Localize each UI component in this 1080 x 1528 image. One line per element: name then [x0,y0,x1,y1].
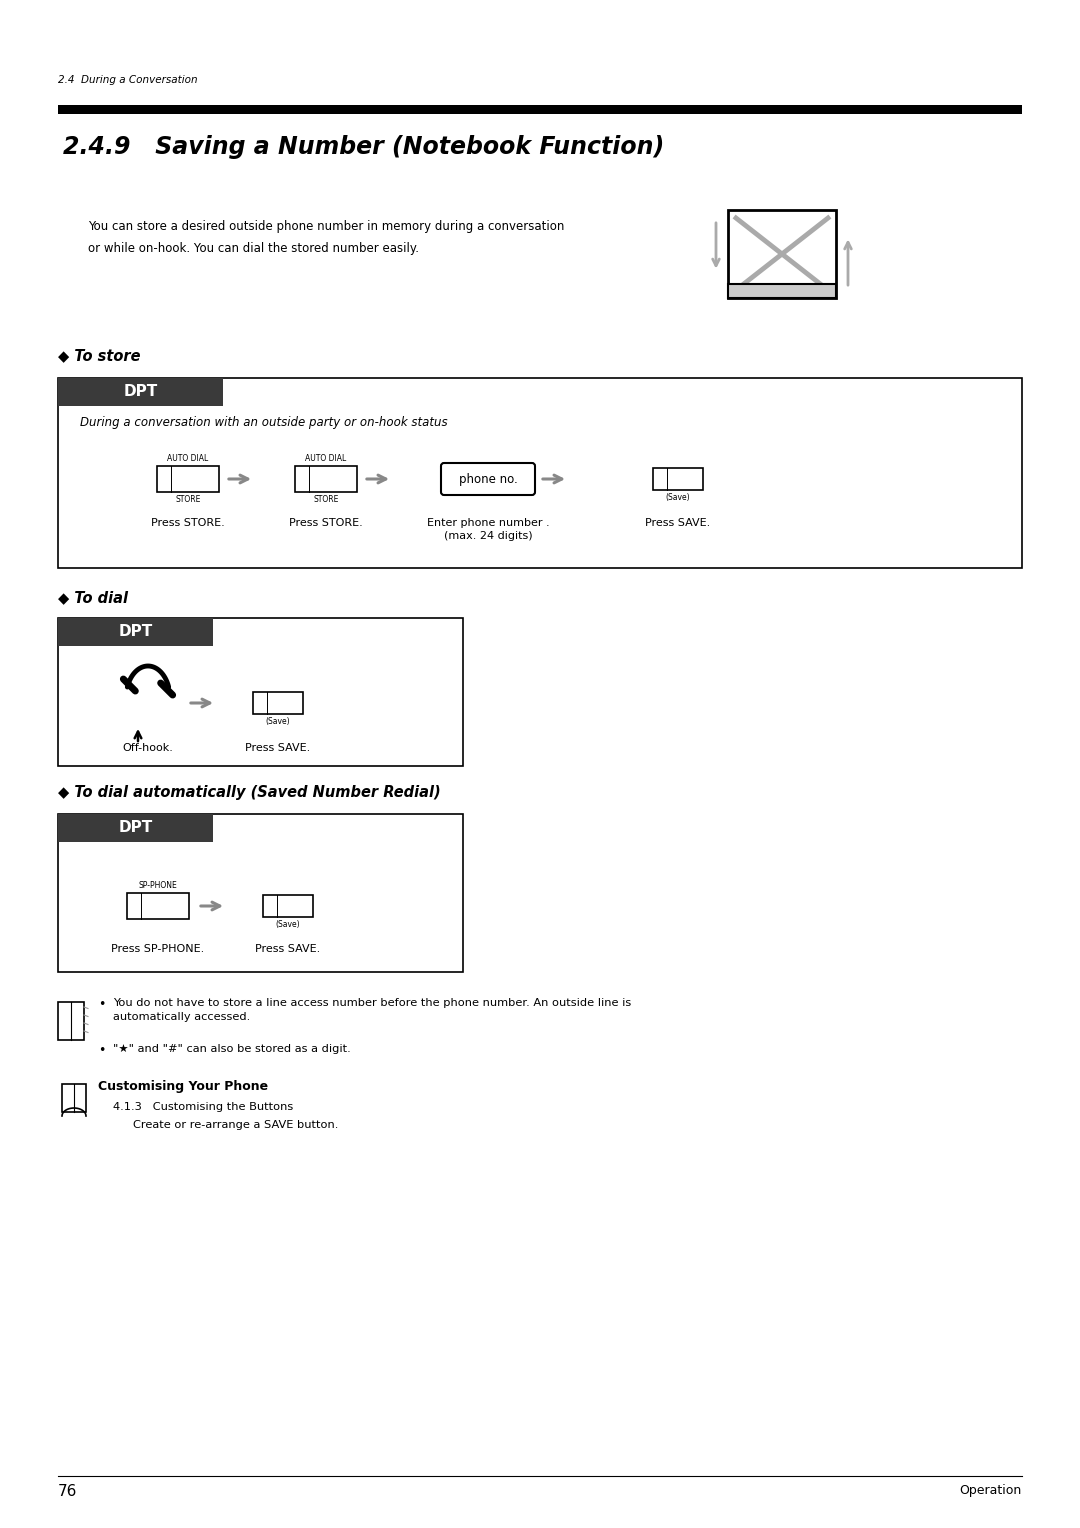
FancyBboxPatch shape [58,377,222,406]
Text: Press SAVE.: Press SAVE. [255,944,321,953]
Text: "★" and "#" can also be stored as a digit.: "★" and "#" can also be stored as a digi… [113,1044,351,1054]
Text: 76: 76 [58,1484,78,1499]
Text: SP-PHONE: SP-PHONE [138,882,177,889]
Text: Press STORE.: Press STORE. [151,518,225,529]
Text: ◆ To dial: ◆ To dial [58,590,129,605]
Text: You can store a desired outside phone number in memory during a conversation: You can store a desired outside phone nu… [87,220,565,232]
FancyBboxPatch shape [58,1002,84,1041]
Text: (Save): (Save) [665,494,690,503]
FancyBboxPatch shape [728,209,836,298]
FancyBboxPatch shape [441,463,535,495]
Text: Press SAVE.: Press SAVE. [245,743,311,753]
FancyBboxPatch shape [62,1083,86,1112]
FancyBboxPatch shape [58,617,463,766]
Text: 2.4.9   Saving a Number (Notebook Function): 2.4.9 Saving a Number (Notebook Function… [63,134,664,159]
Text: Press SAVE.: Press SAVE. [646,518,711,529]
FancyBboxPatch shape [58,814,463,972]
Text: STORE: STORE [313,495,339,504]
Text: ◆ To dial automatically (Saved Number Redial): ◆ To dial automatically (Saved Number Re… [58,785,441,801]
Text: STORE: STORE [175,495,201,504]
Text: •: • [98,998,106,1012]
Text: DPT: DPT [119,625,152,640]
Text: •: • [98,1044,106,1057]
Text: (Save): (Save) [275,920,300,929]
Text: Off-hook.: Off-hook. [122,743,174,753]
Text: or while on-hook. You can dial the stored number easily.: or while on-hook. You can dial the store… [87,241,419,255]
Text: ◆ To store: ◆ To store [58,348,140,364]
Text: 2.4  During a Conversation: 2.4 During a Conversation [58,75,198,86]
FancyBboxPatch shape [653,468,703,490]
FancyBboxPatch shape [58,377,1022,568]
Text: Operation: Operation [960,1484,1022,1497]
Bar [58,105,1022,115]
FancyBboxPatch shape [58,814,213,842]
Text: Create or re-arrange a SAVE button.: Create or re-arrange a SAVE button. [133,1120,338,1131]
Text: Customising Your Phone: Customising Your Phone [98,1080,268,1093]
Text: DPT: DPT [123,385,158,399]
Text: Press STORE.: Press STORE. [289,518,363,529]
FancyBboxPatch shape [728,284,836,298]
FancyBboxPatch shape [58,617,213,646]
Text: You do not have to store a line access number before the phone number. An outsid: You do not have to store a line access n… [113,998,631,1022]
Text: AUTO DIAL: AUTO DIAL [306,454,347,463]
FancyBboxPatch shape [264,895,313,917]
Text: Enter phone number .
(max. 24 digits): Enter phone number . (max. 24 digits) [427,518,550,541]
Text: (Save): (Save) [266,717,291,726]
Text: DPT: DPT [119,821,152,836]
FancyBboxPatch shape [157,466,219,492]
Text: During a conversation with an outside party or on-hook status: During a conversation with an outside pa… [80,416,447,429]
FancyBboxPatch shape [295,466,357,492]
Text: Press SP-PHONE.: Press SP-PHONE. [111,944,204,953]
FancyBboxPatch shape [253,692,303,714]
Text: phone no.: phone no. [459,472,517,486]
Text: AUTO DIAL: AUTO DIAL [167,454,208,463]
FancyBboxPatch shape [127,892,189,918]
Text: 4.1.3   Customising the Buttons: 4.1.3 Customising the Buttons [113,1102,294,1112]
